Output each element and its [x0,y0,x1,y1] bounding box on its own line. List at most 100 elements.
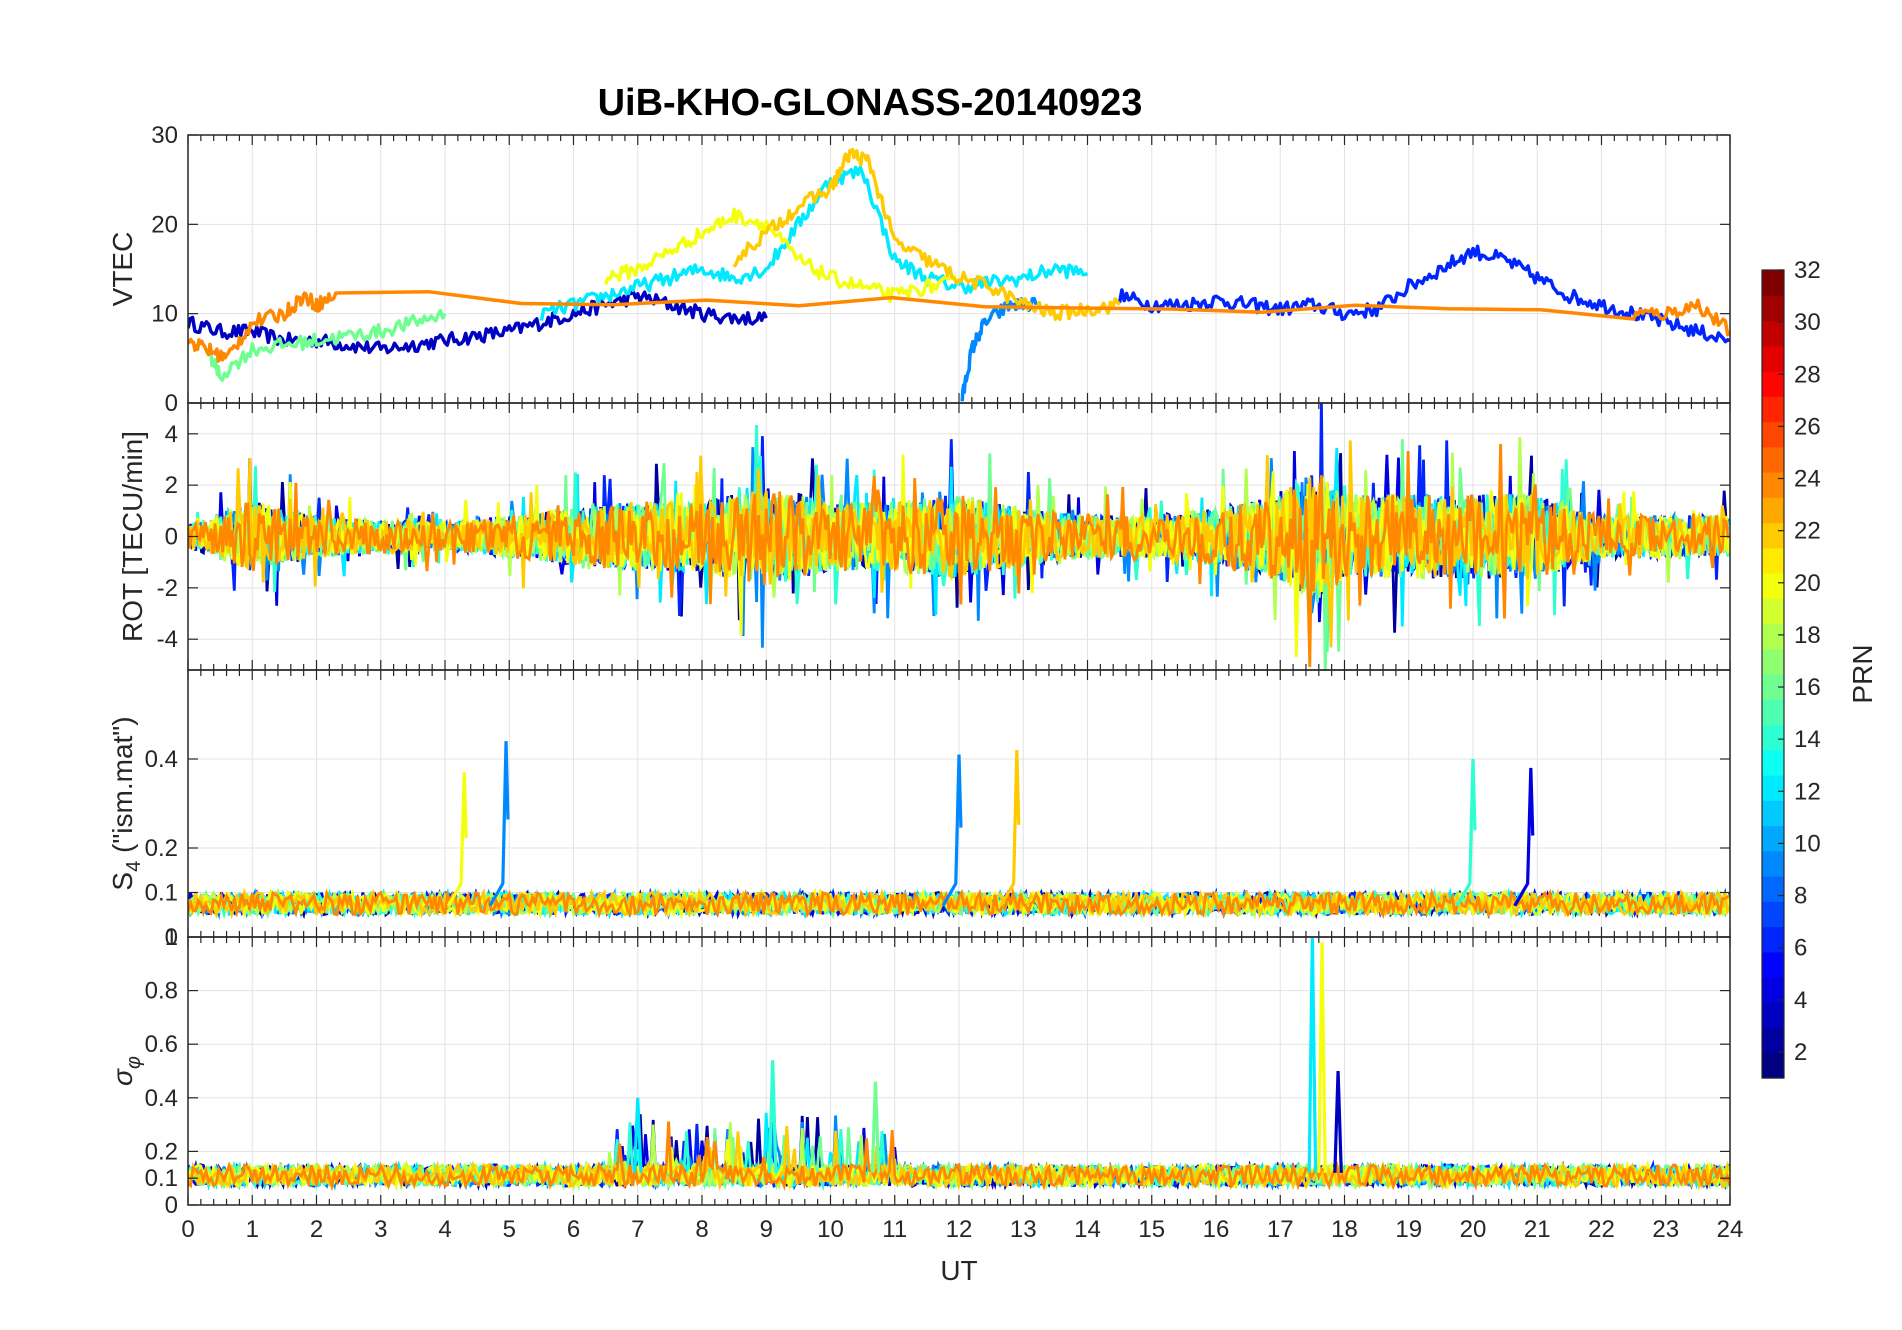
colorbar-segment [1762,623,1784,650]
s4-spike-prn-9 [488,741,510,907]
x-tick-label: 19 [1395,1216,1422,1243]
series-line-prn-20 [188,454,1730,658]
colorbar-segment [1762,421,1784,448]
x-tick-label: 4 [438,1216,451,1243]
colorbar-segment [1762,648,1784,675]
colorbar-tick-label: 12 [1794,778,1821,805]
x-tick-label: 6 [567,1216,580,1243]
x-tick-label: 17 [1267,1216,1294,1243]
x-tick-label: 0 [181,1216,194,1243]
x-tick-label: 20 [1460,1216,1487,1243]
colorbar-segment [1762,951,1784,978]
x-ticks-vtec [187,135,1731,403]
colorbar-segment [1762,699,1784,726]
colorbar-tick-label: 28 [1794,361,1821,388]
y-tick-label: 0.1 [145,1165,178,1192]
colorbar-segment [1762,446,1784,473]
colorbar-tick-label: 10 [1794,830,1821,857]
colorbar-segment [1762,926,1784,953]
s4-spike-prn-4 [1513,767,1535,907]
colorbar-frame [1761,269,1785,1079]
colorbar-segment [1762,775,1784,801]
x-tick-label: 7 [631,1216,644,1243]
plot-area-s4 [188,741,1730,920]
plot-area-rot [188,403,1730,670]
y-tick-label: 0.2 [145,1138,178,1165]
y-tick-label: -4 [157,626,178,653]
colorbar-segment [1762,320,1784,347]
colorbar-segment [1762,749,1784,776]
colorbar-tick-label: 4 [1794,987,1807,1014]
panel-vtec: 0 10 20 30 VTEC [107,122,1731,417]
colorbar-tick-label: 8 [1794,883,1807,910]
x-ticks-rot [187,403,1731,670]
s4-spike-prn-9 [941,754,963,907]
x-tick-label: 8 [695,1216,708,1243]
x-axis-label: UT [940,1255,977,1286]
y-tick-label-top: 1 [165,924,178,951]
x-tick-label: 24 [1717,1216,1744,1243]
y-tick-label: 20 [151,211,178,238]
y-tick-label: 0 [165,390,178,417]
colorbar-segment [1762,598,1784,625]
panel-rot: -4 -2 0 2 4 ROT [TECU/min] [117,402,1731,671]
colorbar-tick-label: 14 [1794,726,1821,753]
sigma-peak-prn-12 [632,1097,643,1173]
x-ticks-sigma_phi [187,937,1731,1205]
colorbar-tick-label: 16 [1794,674,1821,701]
colorbar-tick-label: 2 [1794,1039,1807,1066]
series-line-prn-24 [188,1121,1730,1192]
colorbar-label: PRN [1847,644,1878,703]
y-tick-label: 0.8 [145,978,178,1005]
y-tick-label: 30 [151,122,178,149]
series-line-prn-22 [188,887,1730,920]
colorbar-segment [1762,977,1784,1003]
y-tick-label: 0 [165,924,178,951]
colorbar-segment [1762,850,1784,877]
x-tick-label: 2 [310,1216,323,1243]
x-tick-label: 23 [1652,1216,1679,1243]
series-line-prn-24 [188,887,1730,920]
y-tick-label: 0.6 [145,1031,178,1058]
sigma-peak-prn-16 [870,1081,881,1173]
colorbar-segment [1762,371,1784,397]
y-axis-label-vtec: VTEC [107,232,138,307]
colorbar-segment [1762,674,1784,700]
x-tick-label: 22 [1588,1216,1615,1243]
x-tick-label: 18 [1331,1216,1358,1243]
y-axis-label-sub: φ [123,1056,145,1069]
colorbar-tick-label: 22 [1794,518,1821,545]
colorbar-segment [1762,270,1784,296]
colorbar-segment [1762,345,1784,372]
x-tick-label: 5 [503,1216,516,1243]
y-tick-label: 0.1 [145,880,178,907]
colorbar-tick-label: 20 [1794,570,1821,597]
colorbar-segment [1762,547,1784,574]
colorbar-segment [1762,472,1784,498]
y-axis-label-main: S [107,872,138,891]
x-tick-label: 15 [1138,1216,1165,1243]
x-tick-label: 21 [1524,1216,1551,1243]
colorbar-segment [1762,901,1784,928]
plot-area-vtec [188,147,1730,402]
colorbar-segment [1762,497,1784,524]
x-tick-label: 11 [882,1216,907,1243]
y-axis-label-rest: ("ism.mat") [107,716,138,860]
colorbar-segment [1762,876,1784,902]
y-tick-label: 4 [165,421,178,448]
x-tick-label: 16 [1203,1216,1230,1243]
sigma-peak-prn-12 [1307,937,1318,1173]
colorbar-segment [1762,724,1784,751]
x-ticks-s4 [187,670,1731,937]
s4-spike-prn-14 [1455,758,1477,907]
colorbar-segment [1762,1052,1784,1079]
x-tick-label: 12 [946,1216,973,1243]
colorbar-segment [1762,1027,1784,1054]
colorbar-segment [1762,573,1784,599]
y-tick-label: 0 [165,1192,178,1219]
y-axis-label-s4: S4 ("ism.mat") [107,716,145,890]
x-tick-label: 10 [817,1216,844,1243]
